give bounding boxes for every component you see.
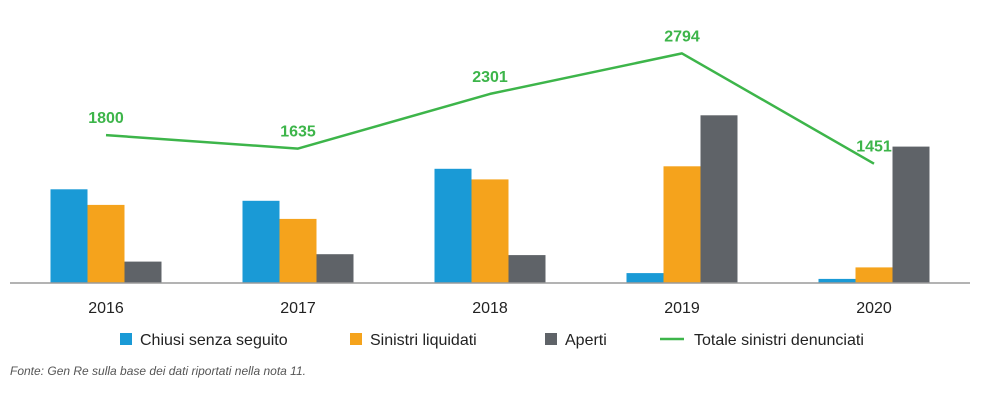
x-tick-label-2019: 2019 bbox=[664, 300, 700, 317]
x-tick-label-2018: 2018 bbox=[472, 300, 508, 317]
legend-label-chiusi-senza-seguito: Chiusi senza seguito bbox=[140, 332, 288, 349]
legend: Chiusi senza seguito Sinistri liquidati Ap… bbox=[120, 332, 864, 349]
bar-sinistri-liquidati-2017 bbox=[279, 218, 317, 283]
bar-aperti-2016 bbox=[124, 261, 162, 283]
total-data-label-2016: 1800 bbox=[88, 110, 124, 127]
total-data-label-2020: 1451 bbox=[856, 139, 892, 156]
source-note: Fonte: Gen Re sulla base dei dati riport… bbox=[10, 364, 306, 378]
bar-sinistri-liquidati-2016 bbox=[87, 204, 125, 283]
x-axis-ticks: 2016 2017 2018 2019 2020 bbox=[88, 300, 892, 317]
legend-swatch-sinistri-liquidati bbox=[350, 333, 362, 345]
legend-label-sinistri-liquidati: Sinistri liquidati bbox=[370, 332, 477, 349]
total-line bbox=[105, 52, 875, 165]
bar-aperti-2020 bbox=[892, 146, 930, 283]
bar-chiusi-senza-seguito-2018 bbox=[434, 168, 472, 283]
bar-sinistri-liquidati-2018 bbox=[471, 179, 509, 283]
legend-swatch-aperti bbox=[545, 333, 557, 345]
bar-aperti-2019 bbox=[700, 115, 738, 283]
legend-label-aperti: Aperti bbox=[565, 332, 607, 349]
legend-label-totale-sinistri-denunciati: Totale sinistri denunciati bbox=[694, 332, 864, 349]
bar-sinistri-liquidati-2019 bbox=[663, 166, 701, 283]
total-line-layer: 1800 1635 2301 2794 1451 bbox=[88, 28, 892, 165]
x-tick-label-2020: 2020 bbox=[856, 300, 892, 317]
bars-layer bbox=[50, 115, 930, 283]
bar-sinistri-liquidati-2020 bbox=[855, 267, 893, 283]
total-data-label-2019: 2794 bbox=[664, 28, 700, 45]
x-tick-label-2016: 2016 bbox=[88, 300, 124, 317]
bar-chiusi-senza-seguito-2020 bbox=[818, 278, 856, 283]
total-data-label-2017: 1635 bbox=[280, 124, 316, 141]
x-tick-label-2017: 2017 bbox=[280, 300, 316, 317]
bar-aperti-2017 bbox=[316, 254, 354, 283]
bar-aperti-2018 bbox=[508, 255, 546, 283]
bar-chiusi-senza-seguito-2019 bbox=[626, 273, 664, 283]
bar-chiusi-senza-seguito-2016 bbox=[50, 189, 88, 283]
legend-swatch-chiusi-senza-seguito bbox=[120, 333, 132, 345]
total-data-label-2018: 2301 bbox=[472, 69, 508, 86]
bar-chiusi-senza-seguito-2017 bbox=[242, 200, 280, 283]
